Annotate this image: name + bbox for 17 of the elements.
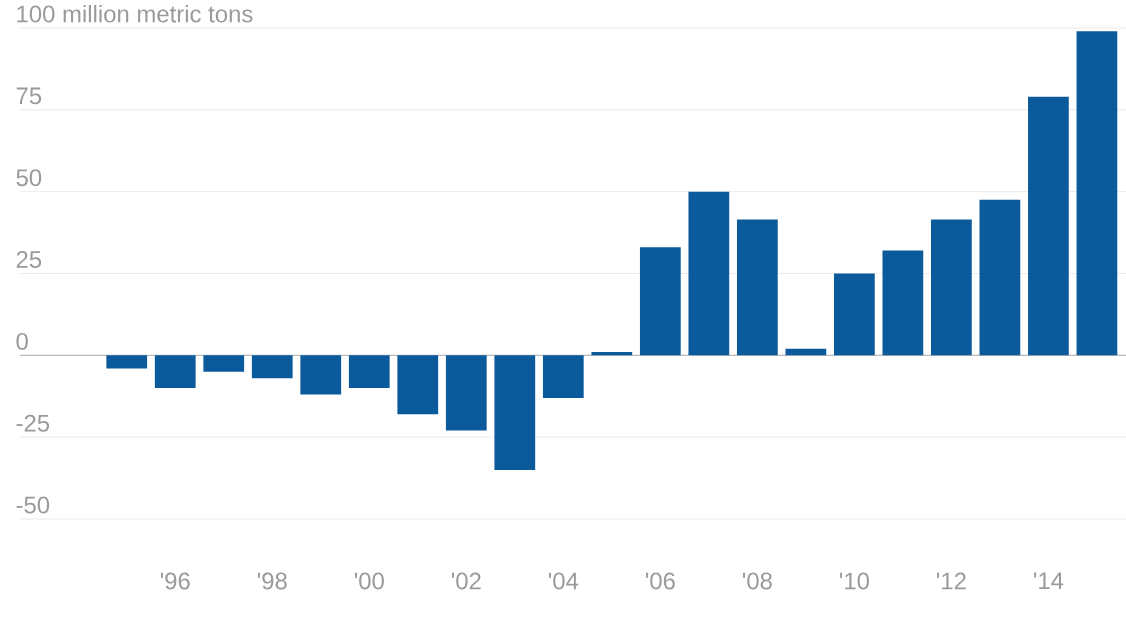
x-tick-label: '98 bbox=[257, 572, 287, 590]
x-tick-label: '02 bbox=[451, 572, 481, 590]
y-tick-label: -50 bbox=[16, 496, 50, 514]
y-tick-label: 0 bbox=[16, 332, 28, 350]
x-tick-label: '12 bbox=[937, 572, 966, 590]
y-tick-label: 100 million metric tons bbox=[17, 4, 253, 23]
x-tick-label: '04 bbox=[548, 572, 579, 590]
y-tick-label: 75 bbox=[16, 87, 42, 105]
y-tick-label: 25 bbox=[16, 251, 42, 268]
x-tick-label: '00 bbox=[354, 572, 384, 590]
x-tick-label: '06 bbox=[645, 572, 675, 590]
x-tick-label: '08 bbox=[742, 572, 772, 590]
x-tick-label: '10 bbox=[840, 572, 869, 590]
y-tick-label: -25 bbox=[16, 414, 50, 432]
x-tick-label: '96 bbox=[160, 572, 190, 590]
x-tick-label: '14 bbox=[1034, 572, 1064, 589]
y-tick-label: 50 bbox=[16, 169, 42, 187]
